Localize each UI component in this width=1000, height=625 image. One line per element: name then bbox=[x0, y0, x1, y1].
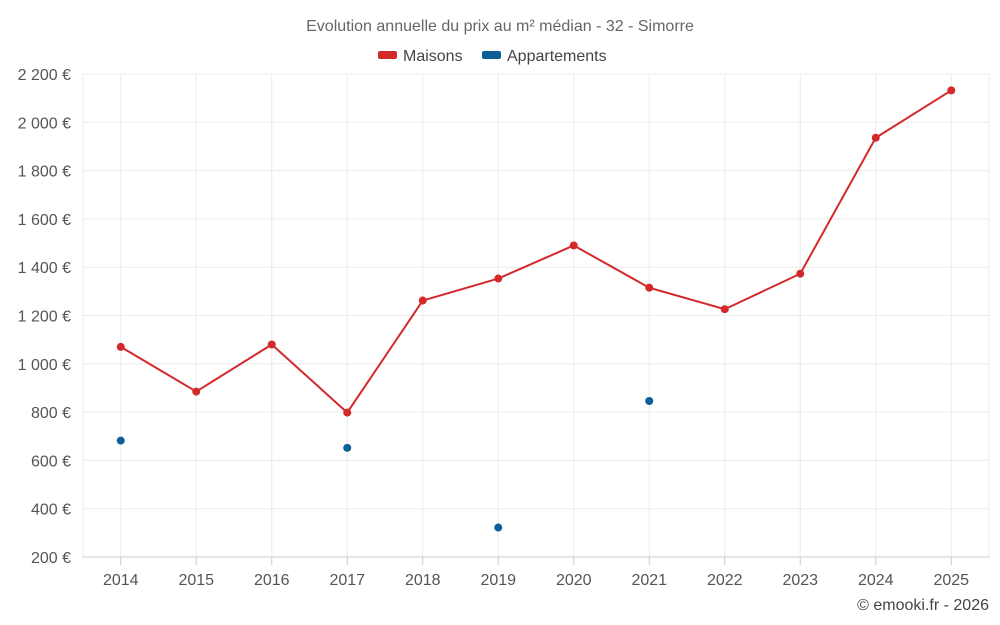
legend-swatch-appartements bbox=[482, 51, 501, 59]
x-tick-label: 2019 bbox=[480, 572, 516, 589]
series-maisons bbox=[116, 86, 956, 417]
data-point-maisons bbox=[418, 296, 427, 305]
legend-item-appartements[interactable]: Appartements bbox=[482, 48, 607, 65]
data-point-appartements bbox=[494, 523, 503, 532]
x-tick-label: 2023 bbox=[782, 572, 818, 589]
y-tick-label: 1 200 € bbox=[18, 309, 71, 326]
data-point-maisons bbox=[267, 340, 276, 349]
y-tick-label: 1 800 € bbox=[18, 164, 71, 181]
x-tick-label: 2016 bbox=[254, 572, 290, 589]
legend-label-appartements: Appartements bbox=[507, 48, 607, 65]
legend: Maisons Appartements bbox=[378, 48, 607, 65]
x-tick-label: 2025 bbox=[933, 572, 969, 589]
y-tick-label: 1 600 € bbox=[18, 212, 71, 229]
legend-label-maisons: Maisons bbox=[403, 48, 463, 65]
x-axis: 2014 2015 2016 2017 2018 2019 2020 2021 2022 2023… bbox=[83, 556, 989, 589]
series-line-maisons bbox=[120, 89, 952, 414]
data-point-appartements bbox=[645, 396, 654, 405]
data-point-appartements bbox=[116, 436, 125, 445]
y-tick-label: 1 400 € bbox=[18, 260, 71, 277]
legend-swatch-maisons bbox=[378, 51, 397, 59]
y-tick-label: 1 000 € bbox=[18, 357, 71, 374]
data-point-maisons bbox=[947, 86, 956, 95]
y-tick-label: 400 € bbox=[31, 502, 71, 519]
x-tick-label: 2015 bbox=[178, 572, 214, 589]
y-tick-label: 600 € bbox=[31, 453, 71, 470]
y-tick-label: 800 € bbox=[31, 405, 71, 422]
y-tick-label: 200 € bbox=[31, 550, 71, 567]
x-tick-label: 2021 bbox=[631, 572, 667, 589]
x-tick-label: 2018 bbox=[405, 572, 441, 589]
x-tick-label: 2014 bbox=[103, 572, 139, 589]
series-appartements bbox=[116, 396, 654, 532]
data-point-maisons bbox=[343, 408, 352, 417]
x-tick-label: 2024 bbox=[858, 572, 894, 589]
x-tick-label: 2022 bbox=[707, 572, 743, 589]
data-point-maisons bbox=[645, 283, 654, 292]
series bbox=[116, 86, 956, 532]
grid bbox=[82, 73, 990, 557]
x-tick-label: 2020 bbox=[556, 572, 592, 589]
credit-text: © emooki.fr - 2026 bbox=[857, 597, 989, 614]
data-point-appartements bbox=[343, 443, 352, 452]
data-point-maisons bbox=[871, 133, 880, 142]
data-point-maisons bbox=[720, 305, 729, 314]
y-tick-label: 2 000 € bbox=[18, 115, 71, 132]
legend-item-maisons[interactable]: Maisons bbox=[378, 48, 463, 65]
x-tick-label: 2017 bbox=[329, 572, 365, 589]
data-point-maisons bbox=[494, 274, 503, 283]
chart-title: Evolution annuelle du prix au m² médian … bbox=[306, 18, 694, 35]
data-point-maisons bbox=[569, 241, 578, 250]
y-axis: 200 € 400 € 600 € 800 € 1 000 € 1 200 € 1 400 … bbox=[18, 67, 71, 567]
data-point-maisons bbox=[192, 387, 201, 396]
data-point-maisons bbox=[116, 342, 125, 351]
data-point-maisons bbox=[796, 269, 805, 278]
y-tick-label: 2 200 € bbox=[18, 67, 71, 84]
